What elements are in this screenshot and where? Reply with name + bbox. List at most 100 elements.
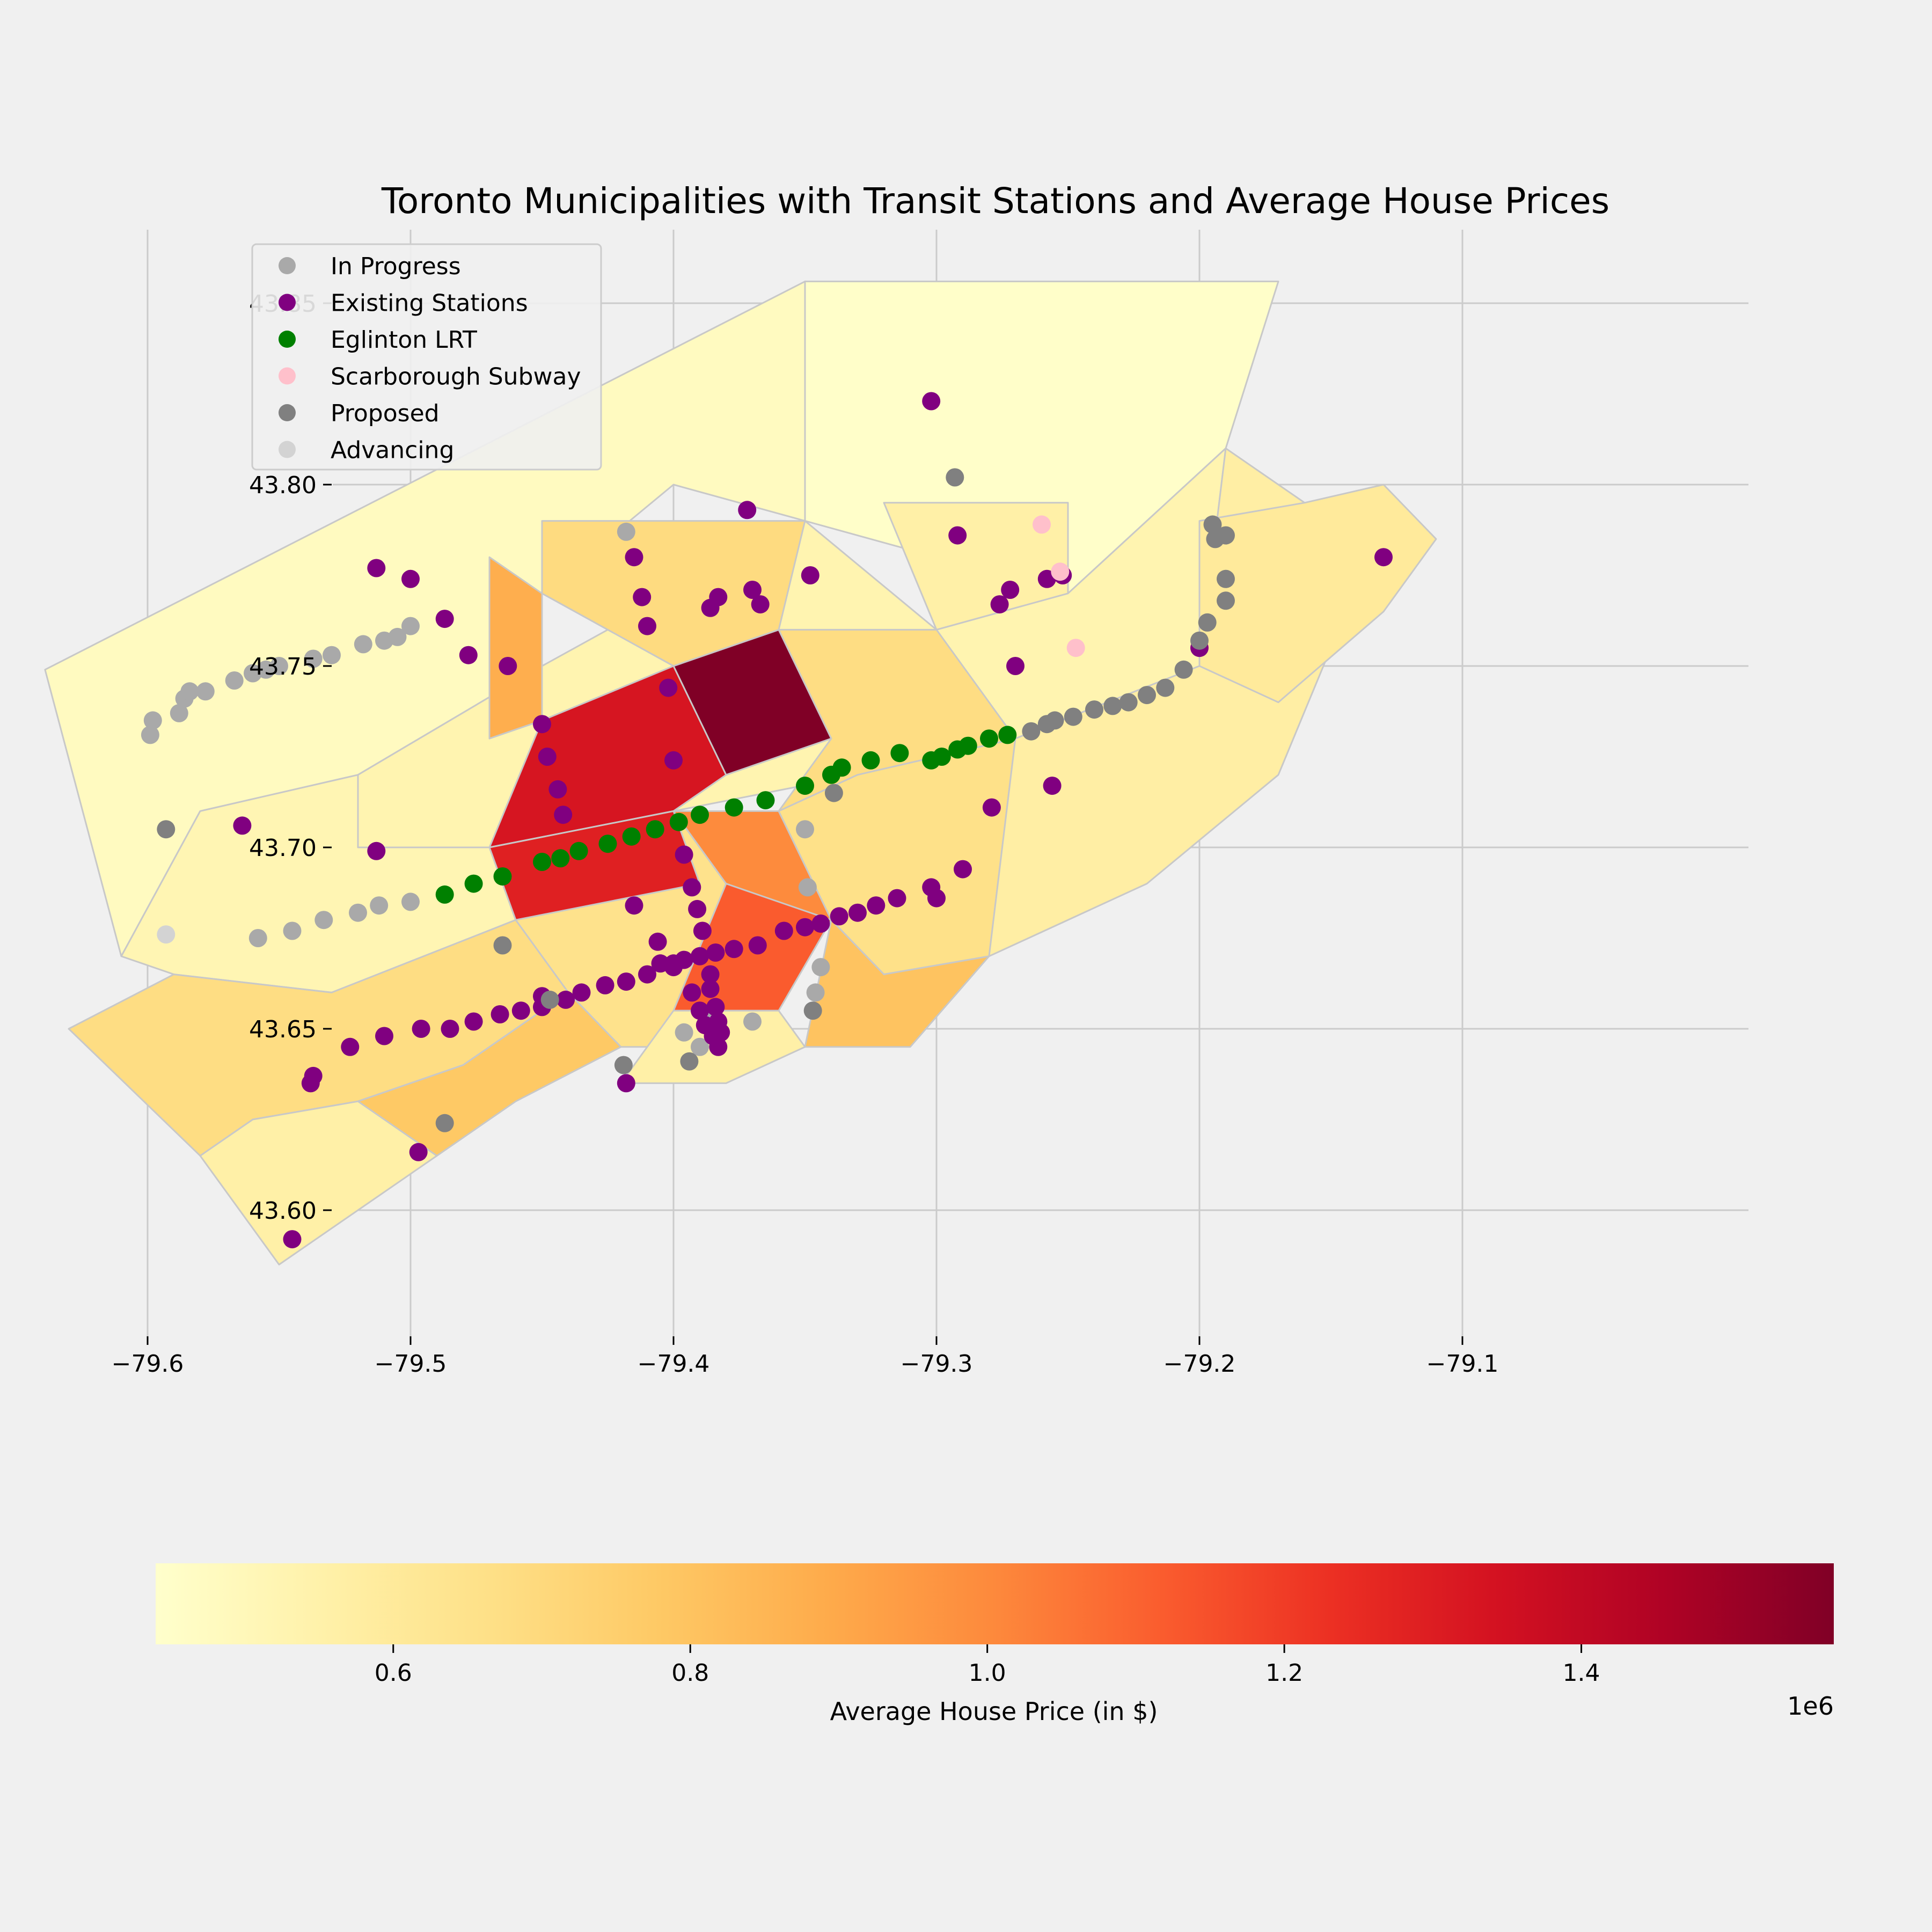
station-point [401,569,420,588]
legend-marker [279,441,296,458]
station-point [617,522,635,541]
municipality-region [1198,484,1437,704]
x-tick-label: −79.6 [112,1350,184,1378]
station-point [554,806,573,824]
station-point [743,1012,762,1031]
map-title: Toronto Municipalities with Transit Stat… [381,180,1609,222]
station-point [688,899,707,918]
station-point [1066,639,1085,657]
legend-box [251,243,602,471]
station-point [301,1074,320,1093]
station-point [867,896,885,915]
colorbar-offset-text: 1e6 [1787,1692,1834,1721]
station-point [349,903,367,922]
station-point [706,998,725,1016]
station-point [811,914,830,933]
municipality-region [199,1100,438,1265]
legend-label: Eglinton LRT [331,326,477,354]
station-point [401,617,420,635]
municipality-region [488,665,727,848]
station-point [511,1001,530,1020]
station-point [270,657,288,675]
x-tick-label: −79.5 [375,1350,447,1378]
station-point [948,526,967,545]
station-point [701,965,720,984]
station-point [143,711,162,730]
station-point [675,1023,693,1042]
station-point [569,841,588,860]
station-point [1174,660,1193,679]
station-point [806,983,825,1002]
station-point [890,744,909,763]
colorbar-ticks: 0.6 0.8 1.0 1.2 1.4 [375,1644,1600,1687]
station-point [1103,697,1122,715]
station-point [1217,526,1235,545]
station-point [796,777,814,795]
station-point [370,896,389,915]
station-point [459,646,478,664]
y-tick-label: 43.75 [249,653,317,680]
station-point [659,678,678,697]
station-point [998,726,1017,744]
station-point [646,820,664,839]
station-point [1043,777,1062,795]
legend-marker [279,294,296,311]
station-point [1138,686,1156,705]
y-tick-label: 43.80 [249,472,317,499]
station-points [141,392,1393,1249]
station-point [701,598,720,617]
colorbar-tick-label: 0.8 [671,1659,709,1687]
station-point [832,758,851,777]
station-point [691,1037,709,1056]
legend[interactable]: In Progress Existing Stations Eglinton LRT… [251,243,602,471]
station-point [724,940,743,958]
station-point [180,682,199,701]
station-point [540,990,559,1009]
colorbar: 0.6 0.8 1.0 1.2 1.4 Average House Price (in … [156,1563,1834,1726]
station-point [669,813,688,831]
station-point [598,835,617,853]
station-point [796,918,814,936]
station-point [323,646,341,664]
station-point [743,581,762,599]
station-point [1033,515,1051,534]
station-point [304,649,323,668]
station-point [1217,591,1235,610]
x-tick-label: −79.3 [901,1350,973,1378]
station-point [724,798,743,817]
station-point [1022,722,1041,741]
station-point [572,983,591,1002]
station-point [170,704,188,722]
colorbar-label: Average House Price (in $) [830,1697,1158,1726]
station-point [932,748,951,766]
station-point [664,958,683,977]
legend-label: Scarborough Subway [331,363,581,391]
station-point [927,889,946,908]
station-point [648,932,667,951]
legend-label: Advancing [331,437,454,464]
station-point [683,983,701,1002]
legend-marker [279,257,296,274]
station-point [401,892,420,911]
station-point [283,921,302,940]
station-point [990,595,1009,614]
station-point [412,1020,430,1038]
station-point [625,548,643,567]
station-point [225,671,244,690]
station-point [691,1001,709,1020]
legend-label: In Progress [331,253,461,280]
station-point [982,798,1001,817]
station-point [774,921,793,940]
y-tick-label: 43.60 [249,1197,317,1225]
legend-label: Proposed [331,400,440,427]
colorbar-tick-label: 0.6 [375,1659,412,1687]
colorbar-tick-label: 1.4 [1563,1659,1600,1687]
station-point [638,617,656,635]
station-point [738,501,757,519]
station-point [538,748,557,766]
y-tick-label: 43.70 [249,835,317,862]
station-point [614,1056,633,1074]
station-point [533,715,551,734]
station-point [625,896,643,915]
